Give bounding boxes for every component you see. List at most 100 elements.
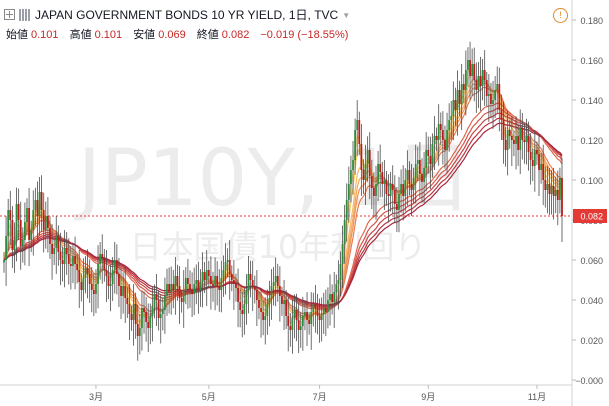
- candle-body: [63, 248, 66, 264]
- candle-body: [391, 184, 394, 190]
- x-tick-label: 5月: [202, 392, 216, 402]
- candle-body: [504, 140, 507, 150]
- candle-body: [80, 282, 83, 290]
- candle-body: [327, 300, 329, 312]
- candle-body: [178, 286, 181, 298]
- candle-body: [132, 304, 135, 320]
- x-tick-label: 7月: [313, 392, 327, 402]
- candle-body: [556, 190, 559, 200]
- ema-line: [3, 86, 563, 317]
- candle-body: [433, 136, 436, 144]
- candle-body: [82, 278, 85, 290]
- candle-body: [527, 136, 530, 152]
- candle-body: [180, 298, 183, 302]
- candle-body: [385, 180, 388, 194]
- candle-body: [226, 260, 229, 262]
- candle-body: [118, 274, 120, 286]
- candle-body: [416, 160, 419, 164]
- candle-body: [153, 294, 156, 306]
- candle-body: [306, 312, 308, 320]
- chevron-down-icon[interactable]: ▼: [342, 11, 351, 20]
- expand-icon[interactable]: [4, 9, 15, 20]
- candle-body: [441, 130, 444, 140]
- candle-body: [297, 320, 300, 330]
- candle-body: [299, 326, 302, 330]
- candle-body: [26, 208, 28, 222]
- candle-body: [508, 130, 511, 136]
- open-value: 0.101: [31, 29, 59, 41]
- candle-body: [149, 316, 152, 328]
- candle-body: [517, 136, 520, 150]
- candle-body: [544, 180, 547, 190]
- candle-body: [525, 136, 528, 142]
- candle-body: [32, 210, 35, 230]
- candle-body: [364, 164, 367, 180]
- info-icon[interactable]: !: [553, 8, 568, 23]
- candle-body: [90, 284, 93, 290]
- candle-body: [195, 280, 198, 284]
- candle-body: [427, 150, 430, 156]
- candle-body: [95, 284, 97, 294]
- candle-body: [230, 274, 233, 280]
- candle-body: [23, 222, 26, 240]
- candle-body: [444, 140, 446, 150]
- candle-body: [55, 236, 58, 248]
- candle-body: [209, 276, 212, 284]
- candle-body: [53, 248, 56, 254]
- candle-body: [498, 84, 501, 110]
- candle-body: [502, 120, 505, 140]
- candle-body: [450, 116, 453, 120]
- candle-body: [510, 136, 513, 140]
- candle-body: [182, 290, 185, 302]
- candle-body: [157, 300, 160, 318]
- candle-body: [308, 320, 311, 324]
- y-tick-label: 0.160: [580, 56, 603, 66]
- candle-body: [554, 190, 557, 196]
- candle-body: [109, 284, 112, 286]
- candle-body: [356, 120, 359, 130]
- candle-body: [329, 294, 331, 300]
- candle-body: [521, 128, 524, 140]
- candle-body: [247, 274, 250, 290]
- candle-body: [253, 286, 256, 290]
- candle-body: [207, 270, 210, 276]
- candle-body: [339, 264, 342, 280]
- candle-body: [189, 284, 191, 290]
- candle-body: [471, 64, 474, 76]
- candle-body: [51, 244, 53, 254]
- candle-body: [389, 184, 392, 196]
- candle-body: [542, 164, 545, 180]
- candle-body: [454, 100, 457, 110]
- candle-body: [245, 290, 248, 304]
- candle-body: [458, 90, 461, 104]
- y-tick-label: 0.140: [580, 96, 603, 106]
- candle-body: [203, 272, 206, 280]
- candle-body: [506, 130, 509, 150]
- candle-body: [410, 184, 413, 190]
- candle-body: [164, 296, 166, 310]
- candle-body: [360, 144, 363, 170]
- candle-body: [293, 310, 296, 318]
- candle-body: [483, 70, 486, 80]
- candle-body: [141, 308, 143, 328]
- candle-body: [155, 294, 158, 300]
- candle-body: [276, 276, 279, 286]
- candle-body: [258, 300, 260, 308]
- candle-body: [343, 220, 346, 244]
- candle-body: [314, 304, 317, 308]
- low-value: 0.069: [158, 29, 186, 41]
- candle-body: [17, 204, 20, 220]
- candle-body: [97, 264, 99, 284]
- symbol-title[interactable]: JAPAN GOVERNMENT BONDS 10 YR YIELD, 1日, …: [35, 8, 339, 22]
- candle-body: [546, 184, 549, 190]
- candle-body: [111, 270, 114, 284]
- candle-body: [46, 216, 49, 228]
- candle-body: [540, 164, 543, 170]
- symbol-title-row: JAPAN GOVERNMENT BONDS 10 YR YIELD, 1日, …: [4, 6, 350, 23]
- candle-body: [289, 326, 292, 330]
- ema-line: [3, 122, 563, 306]
- candle-body: [34, 200, 37, 210]
- candle-body: [437, 124, 440, 140]
- candle-body: [379, 164, 382, 172]
